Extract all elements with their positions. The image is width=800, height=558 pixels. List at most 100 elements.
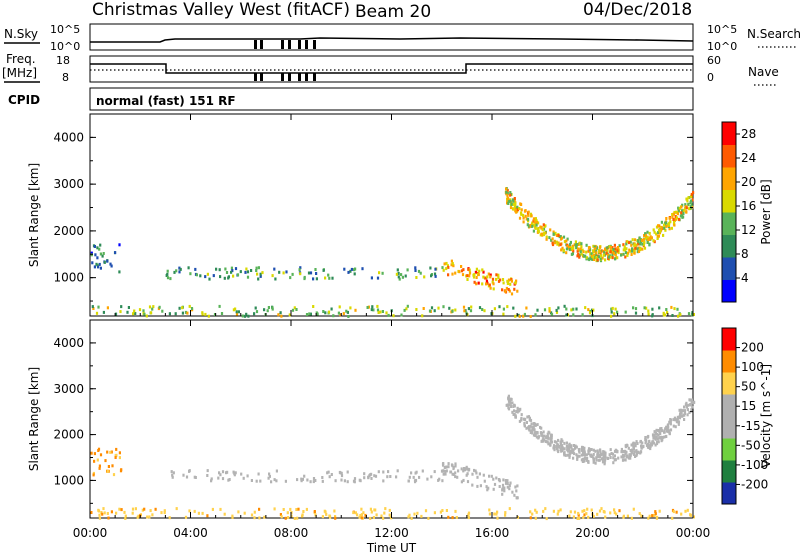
colorbar-tick-label: -15 — [741, 419, 761, 433]
data-cell — [507, 394, 510, 398]
data-cell — [677, 420, 681, 424]
data-cell — [537, 221, 540, 225]
data-cell — [570, 445, 573, 449]
data-cell — [349, 269, 352, 273]
data-cell — [568, 248, 571, 252]
data-cell — [685, 404, 688, 408]
data-cell — [467, 513, 470, 517]
data-cell — [300, 477, 303, 481]
data-cell — [109, 450, 112, 454]
data-cell — [679, 214, 682, 218]
data-cell — [506, 279, 509, 283]
data-cell — [315, 277, 318, 281]
data-cell — [187, 266, 190, 270]
data-cell — [447, 465, 450, 469]
data-cell — [373, 508, 376, 512]
data-cell — [289, 507, 292, 511]
data-cell — [242, 476, 245, 480]
data-cell — [237, 310, 240, 314]
data-cell — [173, 270, 176, 274]
data-cell — [422, 307, 425, 310]
data-cell — [678, 207, 681, 210]
data-cell — [529, 212, 533, 216]
freq-tick-low: 8 — [62, 71, 69, 84]
data-cell — [127, 306, 130, 309]
data-cell — [373, 474, 376, 478]
data-cell — [441, 266, 444, 270]
data-cell — [572, 313, 575, 317]
data-cell — [233, 473, 236, 477]
data-cell — [595, 249, 598, 253]
data-cell — [424, 509, 428, 513]
data-cell — [244, 270, 247, 274]
data-cell — [647, 516, 650, 520]
data-cell — [525, 421, 528, 424]
data-cell — [621, 458, 625, 462]
data-cell — [352, 479, 356, 483]
data-cell — [255, 266, 258, 270]
data-cell — [641, 242, 644, 246]
data-cell — [634, 455, 637, 458]
data-cell — [314, 268, 317, 271]
data-cell — [535, 223, 538, 227]
data-cell — [98, 466, 101, 470]
data-cell — [624, 458, 627, 462]
data-cell — [651, 440, 654, 444]
data-cell — [525, 306, 528, 310]
data-cell — [572, 515, 575, 519]
data-cell — [578, 454, 581, 458]
data-cell — [559, 447, 562, 451]
data-cell — [656, 437, 659, 441]
data-cell — [563, 304, 566, 308]
data-cell — [506, 403, 509, 407]
data-cell — [186, 311, 189, 315]
data-cell — [398, 277, 401, 281]
data-cell — [396, 469, 399, 473]
data-cell — [565, 441, 568, 445]
data-cell — [599, 448, 602, 452]
data-cell — [148, 305, 152, 309]
data-cell — [626, 514, 629, 518]
data-cell — [623, 246, 626, 250]
data-cell — [417, 269, 421, 273]
data-cell — [323, 509, 326, 513]
colorbar-segment — [722, 257, 736, 280]
data-cell — [491, 280, 494, 284]
data-cell — [557, 306, 560, 310]
data-cell — [322, 310, 325, 313]
data-cell — [445, 267, 448, 271]
data-cell — [327, 310, 331, 314]
data-cell — [482, 270, 485, 274]
nave-tick-high: 60 — [707, 54, 721, 67]
data-cell — [528, 418, 531, 422]
data-cell — [663, 435, 666, 439]
data-cell — [585, 458, 588, 462]
colorbar-segment — [722, 372, 736, 395]
data-cell — [178, 306, 181, 310]
data-cell — [339, 313, 342, 317]
data-cell — [493, 307, 496, 311]
data-cell — [510, 278, 513, 281]
data-cell — [483, 309, 486, 313]
data-cell — [433, 511, 436, 515]
data-cell — [527, 427, 531, 431]
data-cell — [635, 449, 638, 453]
data-cell — [98, 262, 101, 266]
data-cell — [541, 434, 544, 438]
data-cell — [90, 251, 93, 255]
data-cell — [452, 473, 455, 476]
data-cell — [561, 246, 564, 250]
data-cell — [605, 251, 608, 255]
data-cell — [232, 274, 235, 278]
data-cell — [349, 306, 352, 310]
data-cell — [686, 199, 689, 203]
y-axis-label: Slant Range [km] — [27, 163, 41, 267]
data-cell — [188, 509, 191, 513]
data-cell — [622, 243, 625, 247]
data-cell — [213, 313, 217, 316]
data-cell — [356, 513, 359, 517]
data-cell — [672, 218, 675, 221]
data-cell — [657, 231, 660, 234]
colorbar-tick-label: 28 — [741, 127, 756, 141]
data-cell — [502, 478, 505, 482]
